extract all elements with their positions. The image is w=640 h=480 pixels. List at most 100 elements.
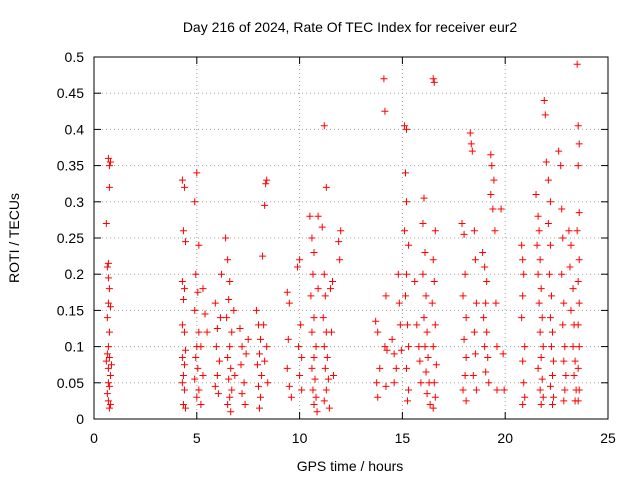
data-point	[380, 75, 388, 83]
data-point	[392, 364, 400, 372]
data-point	[405, 241, 413, 249]
data-point	[298, 353, 306, 361]
data-point	[429, 75, 437, 83]
data-point	[297, 321, 305, 329]
grid	[94, 57, 608, 419]
data-point	[105, 162, 113, 170]
data-point	[195, 328, 203, 336]
data-point	[216, 314, 224, 322]
data-point	[519, 292, 527, 300]
data-point	[217, 270, 225, 278]
data-point	[213, 325, 221, 332]
data-point	[574, 397, 582, 405]
data-point	[487, 151, 495, 159]
data-point	[426, 401, 434, 409]
y-tick-label: 0.2	[65, 266, 85, 282]
data-point	[471, 256, 479, 264]
data-point	[546, 241, 554, 249]
data-point	[419, 270, 427, 278]
data-point	[575, 140, 583, 148]
data-point	[403, 125, 411, 133]
data-point	[192, 353, 200, 361]
data-point	[421, 343, 429, 351]
data-point	[261, 201, 269, 209]
data-point	[467, 140, 475, 148]
data-point	[215, 357, 223, 365]
data-point	[382, 292, 390, 300]
data-point	[256, 404, 264, 412]
data-point	[257, 393, 265, 401]
data-point	[106, 372, 114, 380]
data-point	[459, 292, 467, 300]
data-point	[240, 379, 248, 387]
data-point	[104, 259, 112, 267]
data-point	[390, 379, 398, 387]
data-point	[460, 230, 468, 238]
data-point	[191, 198, 199, 206]
data-point	[195, 241, 203, 249]
data-point	[493, 343, 501, 351]
data-point	[212, 343, 220, 351]
data-point	[260, 321, 268, 329]
data-point	[261, 357, 269, 365]
data-point	[308, 234, 316, 242]
data-point	[421, 248, 429, 256]
data-point	[569, 343, 577, 351]
data-point	[107, 361, 115, 369]
data-point	[181, 238, 189, 246]
data-point	[298, 386, 306, 394]
data-point	[320, 270, 328, 278]
data-point	[432, 361, 440, 369]
data-point	[313, 408, 321, 416]
data-point	[225, 296, 233, 304]
data-point	[520, 379, 528, 387]
data-point	[263, 343, 271, 351]
data-point	[561, 343, 569, 351]
data-point	[105, 404, 113, 412]
data-point	[320, 343, 328, 351]
data-point	[468, 147, 476, 155]
data-point	[179, 401, 187, 409]
data-point	[211, 299, 219, 307]
data-point	[420, 194, 428, 202]
data-point	[492, 299, 500, 307]
y-tick-label: 0.3	[65, 194, 85, 210]
data-point	[104, 379, 112, 387]
data-point	[314, 285, 322, 293]
data-point	[309, 386, 317, 394]
data-point	[423, 328, 431, 336]
data-point	[546, 198, 554, 206]
data-point	[178, 277, 186, 285]
data-point	[536, 328, 544, 336]
data-point	[534, 364, 542, 372]
data-point	[312, 343, 320, 351]
data-point	[263, 176, 271, 184]
data-point	[400, 122, 408, 130]
data-point	[374, 393, 382, 401]
data-point	[381, 107, 389, 115]
data-point	[416, 357, 424, 365]
data-point	[404, 321, 412, 329]
data-point	[396, 321, 404, 329]
data-point	[431, 393, 439, 401]
data-point	[461, 372, 469, 380]
data-point	[252, 306, 260, 314]
data-point	[484, 353, 492, 361]
data-point	[481, 263, 489, 271]
data-point	[562, 372, 570, 380]
data-point	[335, 238, 343, 246]
data-point	[180, 183, 188, 191]
data-point	[238, 390, 246, 398]
data-point	[471, 350, 479, 358]
data-point	[462, 353, 470, 361]
data-point	[211, 382, 219, 390]
data-point	[459, 386, 467, 394]
data-point	[547, 343, 555, 351]
data-point	[390, 350, 398, 358]
data-point	[194, 288, 202, 296]
data-point	[253, 361, 261, 369]
data-point	[374, 328, 382, 336]
data-point	[558, 270, 566, 278]
data-point	[328, 277, 336, 285]
data-point	[575, 343, 583, 351]
